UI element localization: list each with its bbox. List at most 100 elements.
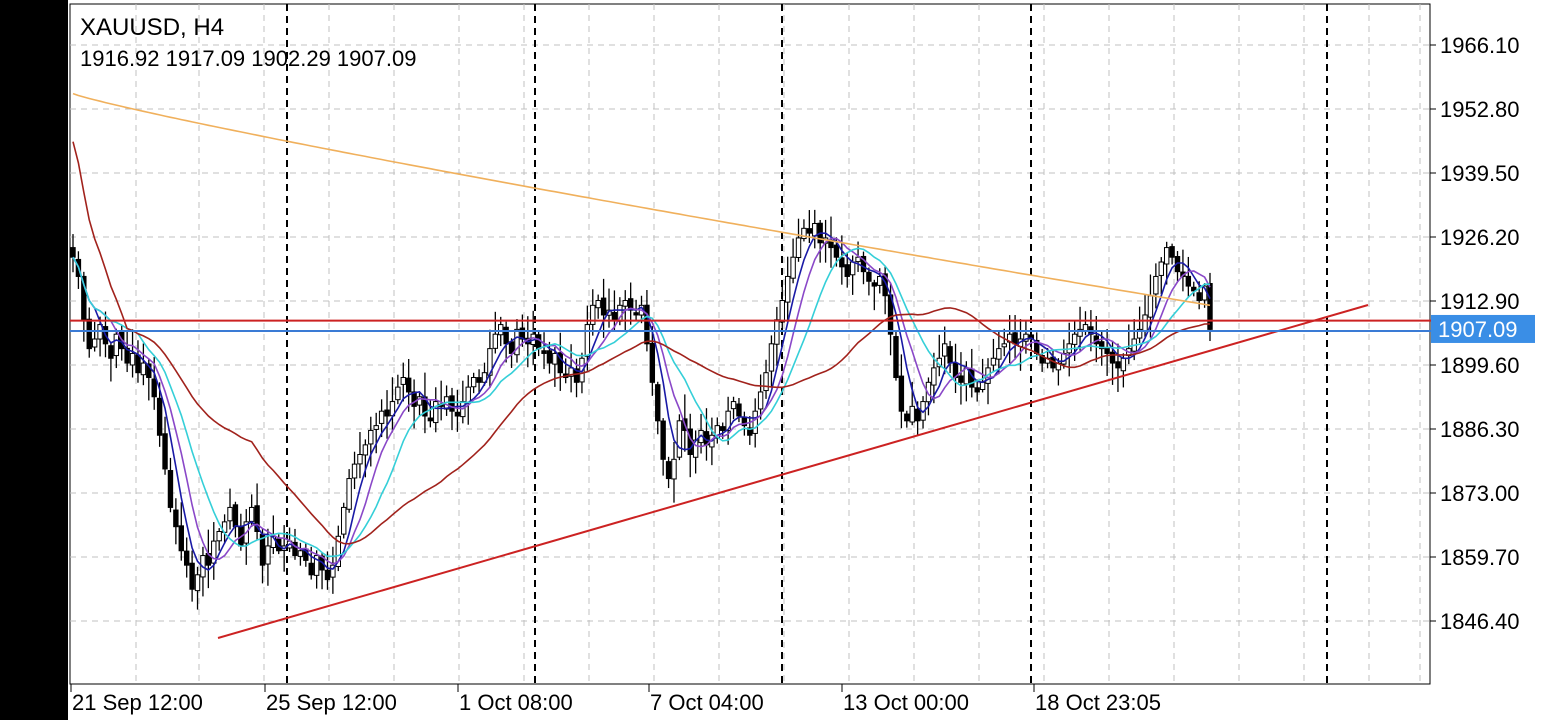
candle-body [465, 386, 471, 403]
candle-body [931, 367, 937, 386]
candle-body [384, 409, 390, 417]
candle-body [498, 324, 504, 336]
candle-body [1071, 333, 1078, 345]
candle-body [113, 333, 120, 357]
chart-area[interactable]: 1966.10 1952.80 1939.50 1926.20 1912.90 1899.… [68, 0, 1560, 720]
candle-body [1077, 328, 1083, 337]
candle-body [784, 275, 791, 303]
y-tick-label: 1873.00 [1440, 481, 1520, 506]
candle-body [1115, 361, 1121, 369]
candle-body [265, 545, 271, 565]
candle-body [476, 377, 482, 383]
candle-body [676, 420, 683, 458]
chart-canvas[interactable]: 1966.10 1952.80 1939.50 1926.20 1912.90 1899.… [68, 0, 1560, 720]
y-tick-label: 1846.40 [1440, 609, 1520, 634]
candle-body [1099, 341, 1105, 350]
y-tick-label: 1859.70 [1440, 545, 1520, 570]
candle-body [1196, 292, 1202, 302]
candle-body [492, 333, 499, 349]
candle-body [866, 271, 872, 282]
candle-body [552, 352, 558, 365]
candle-body [91, 338, 98, 348]
candle-body [779, 300, 785, 323]
candle-body [790, 256, 796, 279]
candle-body [1082, 324, 1089, 332]
candle-body [1153, 275, 1159, 295]
chart-title: XAUUSD, H4 [80, 14, 225, 41]
candle-body [378, 410, 385, 424]
candle-body [313, 555, 320, 576]
candle-body [427, 417, 434, 422]
candle-body [308, 562, 314, 576]
candle-body [211, 540, 217, 564]
candle-body [1023, 333, 1029, 342]
candle-body [633, 312, 639, 316]
candle-body [584, 324, 591, 357]
candle-body [346, 478, 352, 510]
candle-body [849, 261, 856, 276]
ma-200-line [72, 92, 1211, 307]
candle-body [990, 357, 997, 366]
candle-body [757, 391, 764, 410]
candle-body [996, 348, 1002, 360]
candle-body [135, 354, 141, 374]
candle-body [660, 420, 666, 460]
candle-body [557, 352, 563, 374]
candle-body [898, 375, 905, 412]
candle-body [882, 273, 888, 297]
candle-body [292, 541, 298, 557]
candle-body [904, 413, 910, 422]
candle-body [665, 461, 672, 480]
candle-body [763, 372, 769, 392]
candle-body [368, 429, 374, 445]
candle-body [844, 264, 850, 277]
candle-body [893, 336, 899, 379]
candle-body [671, 458, 677, 480]
candle-body [871, 282, 878, 287]
candle-body [627, 298, 634, 311]
trendline [217, 304, 1369, 639]
candle-body [720, 426, 726, 431]
candle-body [324, 569, 331, 581]
candle-body [1185, 275, 1192, 287]
y-tick-label: 1952.80 [1440, 97, 1520, 122]
candle-body [1207, 283, 1213, 330]
x-tick-label: 13 Oct 00:00 [843, 690, 969, 715]
candle-body [801, 227, 807, 240]
candle-body [335, 535, 342, 568]
x-tick-label: 25 Sep 12:00 [266, 690, 397, 715]
x-tick-label: 21 Sep 12:00 [72, 690, 203, 715]
candle-body [481, 372, 488, 383]
candle-body [725, 410, 731, 431]
candle-body [395, 386, 401, 401]
y-tick-label: 1926.20 [1440, 225, 1520, 250]
candle-body [503, 326, 509, 345]
candle-body [1163, 247, 1170, 265]
candle-body [1001, 343, 1007, 348]
x-tick-label: 1 Oct 08:00 [459, 690, 573, 715]
candle-body [330, 564, 336, 578]
candle-body [855, 256, 861, 263]
ohlc-values: 1916.92 1917.09 1902.29 1907.09 [80, 46, 417, 71]
candle-body [508, 341, 515, 354]
candle-body [974, 387, 980, 393]
candle-body [1191, 286, 1197, 292]
candle-body [1147, 295, 1154, 318]
candle-body [357, 454, 363, 465]
candle-body [70, 247, 76, 258]
candle-body [914, 408, 921, 422]
candle-body [806, 228, 813, 234]
candle-body [1136, 328, 1143, 339]
candle-body [194, 574, 201, 592]
candle-body [655, 384, 661, 422]
candle-body [979, 381, 986, 391]
candle-body [362, 444, 369, 456]
candle-body [768, 343, 775, 372]
candle-body [611, 312, 618, 321]
candle-body [644, 304, 650, 345]
candle-body [774, 319, 780, 345]
candle-body [351, 463, 358, 479]
candle-body [151, 378, 157, 398]
candle-body [942, 343, 948, 357]
ma-5-line [72, 232, 1211, 571]
